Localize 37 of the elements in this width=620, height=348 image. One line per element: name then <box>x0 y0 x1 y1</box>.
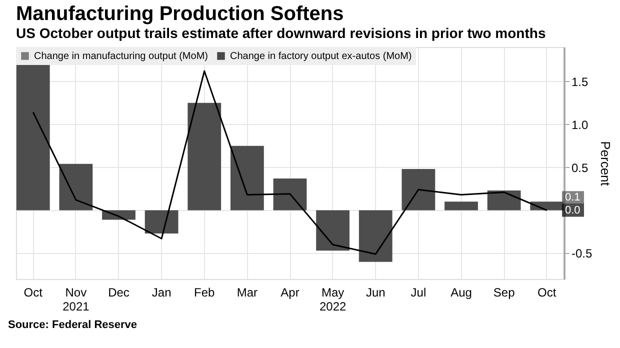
x-tick-label: Nov 2021 <box>62 286 90 314</box>
x-tick-label: Jul <box>410 286 426 300</box>
y-axis-title: Percent <box>598 141 614 186</box>
line-series <box>32 70 548 255</box>
bar <box>444 202 478 210</box>
y-tick-label: 1.5 <box>572 74 589 89</box>
x-tick-label: Oct <box>538 286 557 300</box>
x-tick-label: Oct <box>24 286 44 300</box>
bar <box>316 210 350 251</box>
legend-label: Change in factory output ex-autos (MoM) <box>230 51 412 62</box>
chart-subtitle: US October output trails estimate after downward revisions in prior two months <box>16 25 546 41</box>
x-tick-label: Apr <box>280 286 300 300</box>
bar <box>16 65 50 210</box>
data-label: 0.0 <box>565 204 580 216</box>
bar <box>59 164 93 210</box>
source-note: Source: Federal Reserve <box>8 319 138 331</box>
x-tick-label: Feb <box>194 286 216 300</box>
x-tick-label: Sep <box>493 286 516 300</box>
chart-title: Manufacturing Production Softens <box>16 3 344 25</box>
bar <box>402 169 436 210</box>
y-tick-label: 0.5 <box>572 160 589 175</box>
x-tick-label: May 2022 <box>319 286 346 314</box>
y-tick-label: 1.0 <box>572 118 589 132</box>
data-label: 0.1 <box>565 192 580 204</box>
bar <box>358 210 392 262</box>
bar <box>188 102 222 210</box>
y-tick-label: -0.5 <box>572 246 593 261</box>
bar <box>487 190 521 210</box>
bar <box>144 210 178 234</box>
legend-label: Change in manufacturing output (MoM) <box>34 51 208 62</box>
bar <box>273 178 307 210</box>
x-tick-label: Dec <box>108 286 130 300</box>
x-tick-label: Mar <box>236 286 258 300</box>
bar <box>230 146 264 210</box>
x-tick-label: Aug <box>450 286 472 300</box>
x-tick-label: Jan <box>152 286 172 300</box>
x-tick-label: Jun <box>366 286 386 300</box>
